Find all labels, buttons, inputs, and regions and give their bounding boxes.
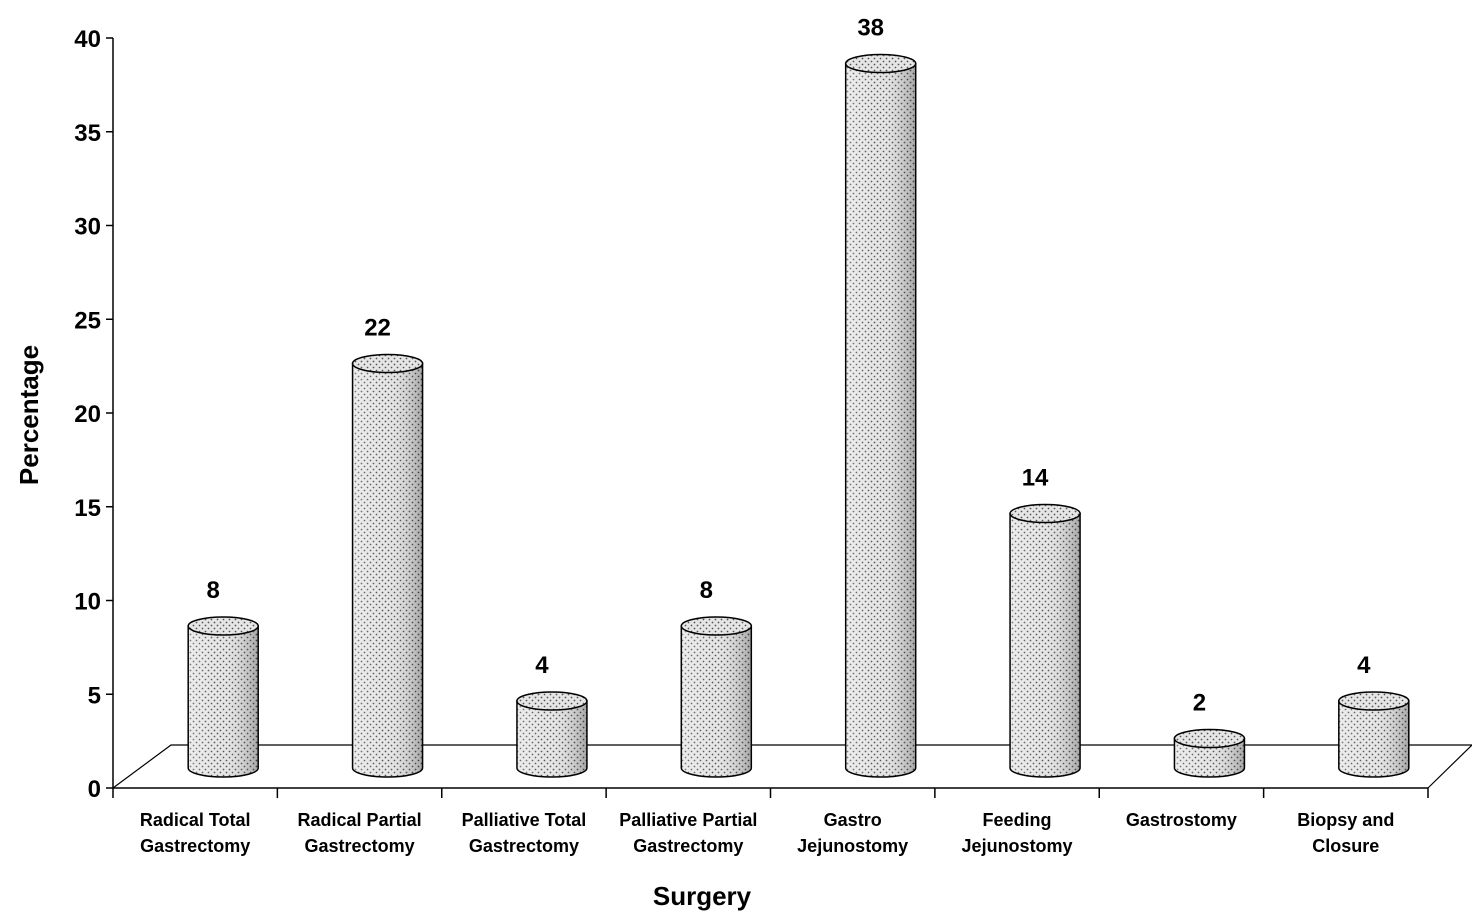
bars (187, 53, 1410, 778)
bar (680, 616, 753, 778)
bar-top (1338, 691, 1410, 711)
y-tick-label: 35 (74, 120, 101, 147)
data-label: 2 (1193, 690, 1206, 717)
bar (1009, 503, 1081, 778)
bar (1338, 691, 1410, 778)
x-tick-label: Biopsy and Closure (1297, 810, 1394, 856)
bar-top (187, 616, 259, 636)
bar-top (351, 353, 424, 374)
x-tick-label: Radical Total Gastrectomy (140, 810, 251, 856)
chart-floor (112, 744, 1472, 789)
x-tick-label: Gastro Jejunostomy (797, 810, 908, 856)
x-tick-label: Palliative Partial Gastrectomy (619, 810, 757, 856)
y-tick-label: 25 (74, 307, 101, 334)
data-label: 4 (1357, 652, 1371, 679)
y-tick-label: 0 (88, 776, 101, 803)
y-tick-label: 15 (74, 495, 101, 522)
x-tick-label: Feeding Jejunostomy (962, 810, 1073, 856)
x-tick-label: Radical Partial Gastrectomy (298, 810, 422, 856)
bar (187, 616, 259, 778)
y-tick-label: 5 (88, 682, 101, 709)
x-tick-label: Gastrostomy (1126, 810, 1237, 830)
data-label: 14 (1022, 465, 1049, 492)
bar (351, 353, 424, 778)
y-tick-label: 20 (74, 401, 101, 428)
data-label: 8 (207, 577, 220, 604)
bar (844, 53, 917, 778)
bar (1173, 728, 1246, 778)
bar-top (516, 691, 588, 711)
bar-top (1173, 728, 1246, 749)
axes: 0 5 10 15 20 25 30 35 40 (74, 26, 1429, 803)
data-label: 22 (364, 315, 391, 342)
data-label: 4 (535, 652, 549, 679)
data-label: 38 (857, 15, 884, 42)
floor-outline (112, 744, 1472, 789)
y-tick-label: 10 (74, 589, 101, 616)
bar-top (1009, 503, 1081, 524)
y-axis-title: Percentage (14, 345, 44, 485)
bar-top (844, 53, 917, 74)
x-tick-label: Palliative Total Gastrectomy (462, 810, 587, 856)
y-tick-label: 30 (74, 214, 101, 241)
bar-top (680, 616, 753, 636)
bar (516, 691, 588, 778)
data-label: 8 (700, 577, 713, 604)
x-axis-title: Surgery (653, 881, 752, 911)
y-tick-label: 40 (74, 26, 101, 53)
labels: 8 Radical Total Gastrectomy 22 Radical Parti… (140, 15, 1394, 857)
